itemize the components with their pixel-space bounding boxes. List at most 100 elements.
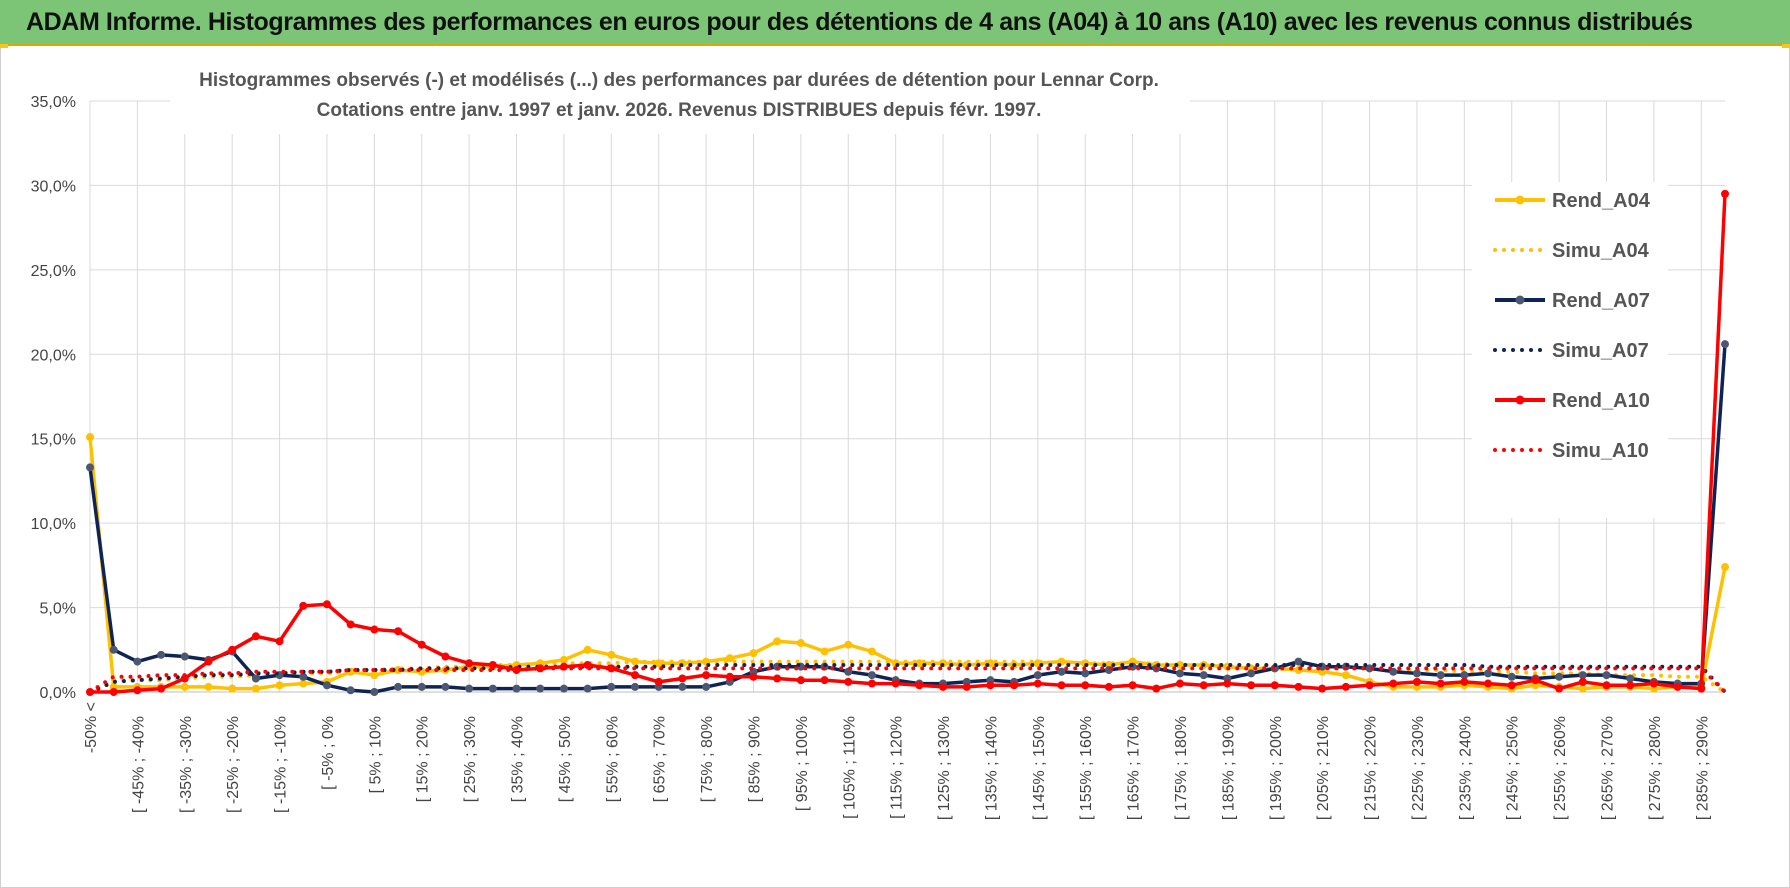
x-tick-label: [ 285% ; 290% bbox=[1694, 716, 1711, 820]
data-point bbox=[1199, 671, 1208, 680]
data-point bbox=[607, 664, 616, 673]
x-tick-label: [ 85% ; 90% bbox=[746, 716, 763, 802]
x-tick-label: [ 265% ; 270% bbox=[1600, 716, 1617, 820]
data-point bbox=[417, 640, 426, 649]
data-point bbox=[1721, 340, 1729, 349]
data-point bbox=[986, 681, 995, 690]
data-point bbox=[702, 682, 711, 691]
data-point bbox=[1081, 669, 1090, 678]
data-point bbox=[820, 676, 829, 685]
data-point bbox=[678, 674, 687, 683]
x-tick-label: [ 75% ; 80% bbox=[699, 716, 716, 802]
data-point bbox=[559, 655, 568, 664]
legend-marker bbox=[1515, 195, 1525, 205]
x-tick-label: [ 225% ; 230% bbox=[1410, 716, 1427, 820]
data-point bbox=[796, 639, 805, 648]
x-axis-ticks: -50% < [ -45% ; -40% [ -35% ; -30% [ -25% ;… bbox=[83, 702, 1711, 820]
data-point bbox=[1578, 677, 1587, 686]
data-point bbox=[631, 682, 639, 691]
data-point bbox=[536, 684, 545, 693]
data-point bbox=[631, 671, 639, 680]
data-point bbox=[228, 645, 237, 654]
data-point bbox=[1460, 677, 1469, 686]
banner-title: ADAM Informe. Histogrammes des performan… bbox=[26, 8, 1693, 36]
data-point bbox=[1104, 682, 1113, 691]
x-tick-label: [ 195% ; 200% bbox=[1268, 716, 1285, 820]
data-point bbox=[299, 679, 308, 688]
data-point bbox=[394, 682, 403, 691]
data-point bbox=[1484, 669, 1493, 678]
chart-title-line2: Cotations entre janv. 1997 et janv. 2026… bbox=[317, 100, 1042, 121]
data-point bbox=[939, 682, 948, 691]
data-point bbox=[488, 684, 497, 693]
y-tick-label: 20,0% bbox=[31, 347, 76, 364]
x-tick-label: [ 135% ; 140% bbox=[983, 716, 1000, 820]
data-point bbox=[370, 688, 379, 696]
data-point bbox=[180, 674, 189, 683]
x-tick-label: [ -45% ; -40% bbox=[130, 716, 147, 813]
x-tick-label: [ 145% ; 150% bbox=[1031, 716, 1048, 820]
data-point bbox=[1602, 681, 1611, 690]
data-point bbox=[86, 463, 94, 472]
data-point bbox=[820, 647, 829, 656]
x-tick-label: [ 245% ; 250% bbox=[1505, 716, 1522, 820]
data-point bbox=[1128, 681, 1137, 690]
data-point bbox=[1033, 671, 1042, 680]
data-point bbox=[725, 672, 734, 681]
data-point bbox=[962, 682, 971, 691]
legend-label: Rend_A07 bbox=[1552, 290, 1650, 312]
data-point bbox=[204, 657, 213, 666]
data-point bbox=[251, 674, 260, 683]
data-point bbox=[654, 677, 663, 686]
series-line-rend-a07 bbox=[88, 344, 1727, 694]
data-point bbox=[133, 657, 142, 666]
legend-label: Simu_A10 bbox=[1552, 440, 1649, 462]
subtitle-backdrop bbox=[170, 60, 1190, 134]
x-tick-label: [ -25% ; -20% bbox=[225, 716, 242, 813]
legend-marker bbox=[1515, 295, 1525, 305]
data-point bbox=[915, 681, 924, 690]
series-line-rend-a04 bbox=[88, 436, 1727, 691]
data-point bbox=[891, 679, 900, 688]
data-point bbox=[1341, 682, 1350, 691]
x-tick-label: [ 15% ; 20% bbox=[415, 716, 432, 802]
data-point bbox=[109, 688, 118, 696]
data-point bbox=[1436, 671, 1445, 680]
data-point bbox=[1626, 674, 1635, 683]
data-point bbox=[1673, 682, 1682, 691]
x-tick-label: [ 25% ; 30% bbox=[462, 716, 479, 802]
data-point bbox=[251, 632, 260, 641]
data-point bbox=[1555, 684, 1564, 693]
x-tick-label: [ 95% ; 100% bbox=[794, 716, 811, 811]
x-tick-label: [ 275% ; 280% bbox=[1647, 716, 1664, 820]
y-tick-label: 5,0% bbox=[40, 601, 76, 618]
x-tick-label: [ 125% ; 130% bbox=[936, 716, 953, 820]
data-point bbox=[1484, 679, 1493, 688]
data-point bbox=[702, 671, 711, 680]
data-point bbox=[867, 671, 876, 680]
data-point bbox=[583, 684, 592, 693]
data-point bbox=[1602, 671, 1611, 680]
data-point bbox=[275, 637, 284, 646]
x-tick-label: [ 115% ; 120% bbox=[889, 716, 906, 819]
data-point bbox=[157, 650, 166, 659]
data-point bbox=[1341, 671, 1350, 680]
y-tick-label: 15,0% bbox=[31, 432, 76, 449]
data-point bbox=[915, 659, 924, 668]
data-point bbox=[1531, 676, 1540, 685]
x-tick-label: [ 35% ; 40% bbox=[510, 716, 527, 802]
data-point bbox=[1412, 669, 1421, 678]
series-line-simu-a07 bbox=[88, 663, 1727, 694]
data-point bbox=[1081, 681, 1090, 690]
title-banner: ADAM Informe. Histogrammes des performan… bbox=[0, 0, 1790, 46]
data-point bbox=[180, 652, 189, 661]
data-point bbox=[1578, 671, 1587, 680]
data-point bbox=[1412, 677, 1421, 686]
data-point bbox=[1436, 679, 1445, 688]
data-point bbox=[1294, 682, 1303, 691]
x-tick-label: [ 45% ; 50% bbox=[557, 716, 574, 802]
data-point bbox=[346, 686, 355, 695]
data-point bbox=[749, 672, 758, 681]
data-point bbox=[394, 627, 403, 636]
data-point bbox=[1199, 681, 1208, 690]
